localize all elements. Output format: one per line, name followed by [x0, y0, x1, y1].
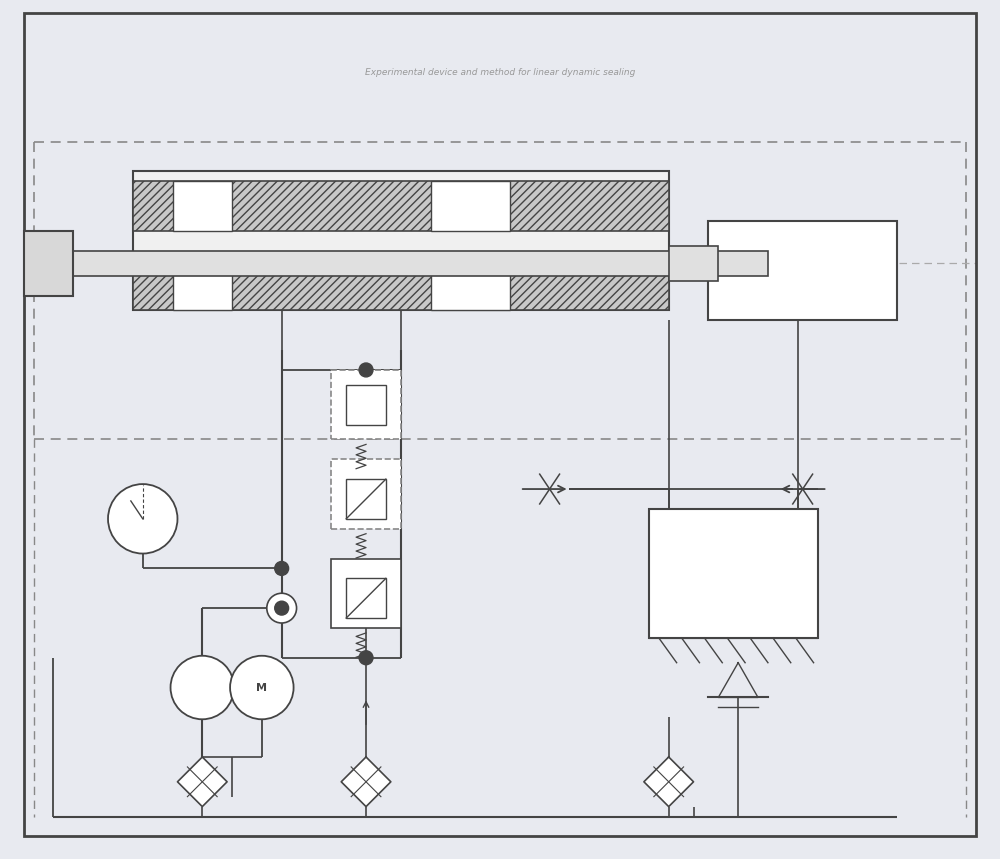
- Bar: [173, 181, 232, 231]
- Circle shape: [275, 562, 289, 576]
- Bar: [24, 231, 73, 295]
- Polygon shape: [341, 757, 391, 807]
- Bar: [331, 370, 401, 440]
- Polygon shape: [177, 757, 227, 807]
- Text: M: M: [256, 683, 267, 692]
- Bar: [331, 558, 401, 628]
- Bar: [346, 385, 386, 424]
- Bar: [133, 261, 669, 310]
- Bar: [331, 460, 401, 529]
- Circle shape: [267, 594, 297, 623]
- Bar: [346, 578, 386, 618]
- Bar: [133, 181, 669, 231]
- Circle shape: [359, 363, 373, 377]
- Bar: [708, 221, 897, 320]
- Circle shape: [230, 655, 294, 719]
- Bar: [346, 479, 386, 519]
- Circle shape: [275, 601, 289, 615]
- Bar: [431, 181, 510, 231]
- Polygon shape: [644, 757, 694, 807]
- Bar: [669, 246, 718, 281]
- Bar: [24, 251, 768, 276]
- Bar: [649, 509, 818, 638]
- Bar: [431, 261, 510, 310]
- Bar: [173, 261, 232, 310]
- Circle shape: [359, 651, 373, 665]
- Circle shape: [108, 484, 177, 553]
- Text: Experimental device and method for linear dynamic sealing: Experimental device and method for linea…: [365, 68, 635, 76]
- Bar: [133, 172, 669, 310]
- Circle shape: [171, 655, 234, 719]
